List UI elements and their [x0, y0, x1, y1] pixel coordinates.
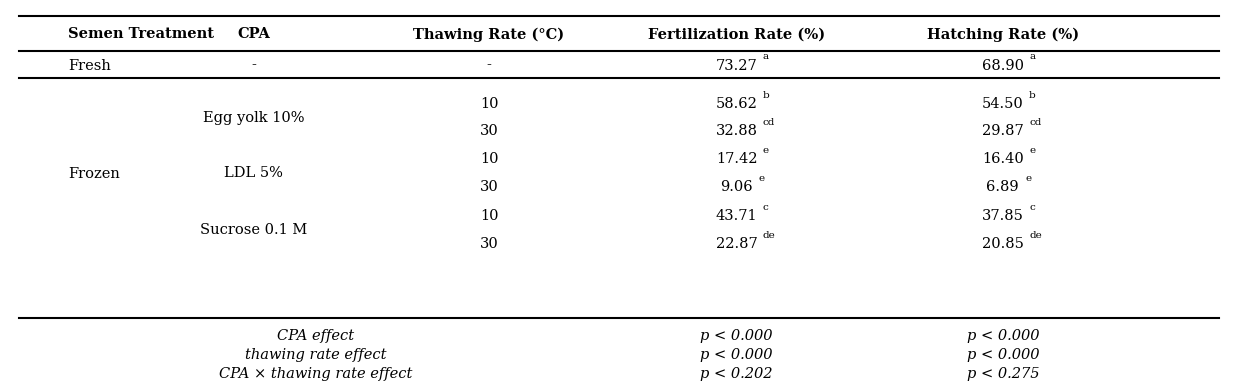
Text: CPA × thawing rate effect: CPA × thawing rate effect [219, 367, 412, 381]
Text: a: a [1029, 52, 1035, 62]
Text: c: c [1029, 202, 1035, 212]
Text: Thawing Rate (°C): Thawing Rate (°C) [413, 27, 565, 41]
Text: 43.71: 43.71 [716, 209, 758, 223]
Text: CPA: CPA [238, 27, 270, 41]
Text: 37.85: 37.85 [982, 209, 1024, 223]
Text: e: e [763, 146, 769, 155]
Text: Hatching Rate (%): Hatching Rate (%) [927, 27, 1078, 41]
Text: 30: 30 [479, 124, 499, 138]
Text: p < 0.000: p < 0.000 [967, 348, 1039, 362]
Text: p < 0.000: p < 0.000 [701, 329, 773, 343]
Text: Semen Treatment: Semen Treatment [68, 27, 214, 41]
Text: Sucrose 0.1 M: Sucrose 0.1 M [201, 223, 307, 237]
Text: 32.88: 32.88 [716, 124, 758, 138]
Text: p < 0.275: p < 0.275 [967, 367, 1039, 381]
Text: 9.06: 9.06 [721, 180, 753, 194]
Text: 30: 30 [479, 180, 499, 194]
Text: e: e [1025, 174, 1031, 183]
Text: Fertilization Rate (%): Fertilization Rate (%) [647, 27, 826, 41]
Text: 10: 10 [480, 152, 498, 166]
Text: Frozen: Frozen [68, 167, 120, 181]
Text: 54.50: 54.50 [982, 97, 1024, 111]
Text: a: a [763, 52, 769, 62]
Text: 68.90: 68.90 [982, 58, 1024, 73]
Text: -: - [251, 58, 256, 73]
Text: p < 0.202: p < 0.202 [701, 367, 773, 381]
Text: CPA effect: CPA effect [277, 329, 354, 343]
Text: -: - [487, 58, 491, 73]
Text: p < 0.000: p < 0.000 [701, 348, 773, 362]
Text: 20.85: 20.85 [982, 237, 1024, 251]
Text: Egg yolk 10%: Egg yolk 10% [203, 111, 305, 124]
Text: 16.40: 16.40 [982, 152, 1024, 166]
Text: 17.42: 17.42 [716, 152, 758, 166]
Text: LDL 5%: LDL 5% [224, 166, 284, 180]
Text: e: e [759, 174, 765, 183]
Text: 10: 10 [480, 97, 498, 111]
Text: cd: cd [763, 118, 775, 127]
Text: 10: 10 [480, 209, 498, 223]
Text: 73.27: 73.27 [716, 58, 758, 73]
Text: 22.87: 22.87 [716, 237, 758, 251]
Text: Fresh: Fresh [68, 58, 111, 73]
Text: de: de [763, 230, 776, 240]
Text: c: c [763, 202, 769, 212]
Text: b: b [1029, 91, 1036, 100]
Text: b: b [763, 91, 770, 100]
Text: 30: 30 [479, 237, 499, 251]
Text: 29.87: 29.87 [982, 124, 1024, 138]
Text: thawing rate effect: thawing rate effect [245, 348, 386, 362]
Text: cd: cd [1029, 118, 1041, 127]
Text: de: de [1029, 230, 1042, 240]
Text: p < 0.000: p < 0.000 [967, 329, 1039, 343]
Text: 6.89: 6.89 [987, 180, 1019, 194]
Text: 58.62: 58.62 [716, 97, 758, 111]
Text: e: e [1029, 146, 1035, 155]
